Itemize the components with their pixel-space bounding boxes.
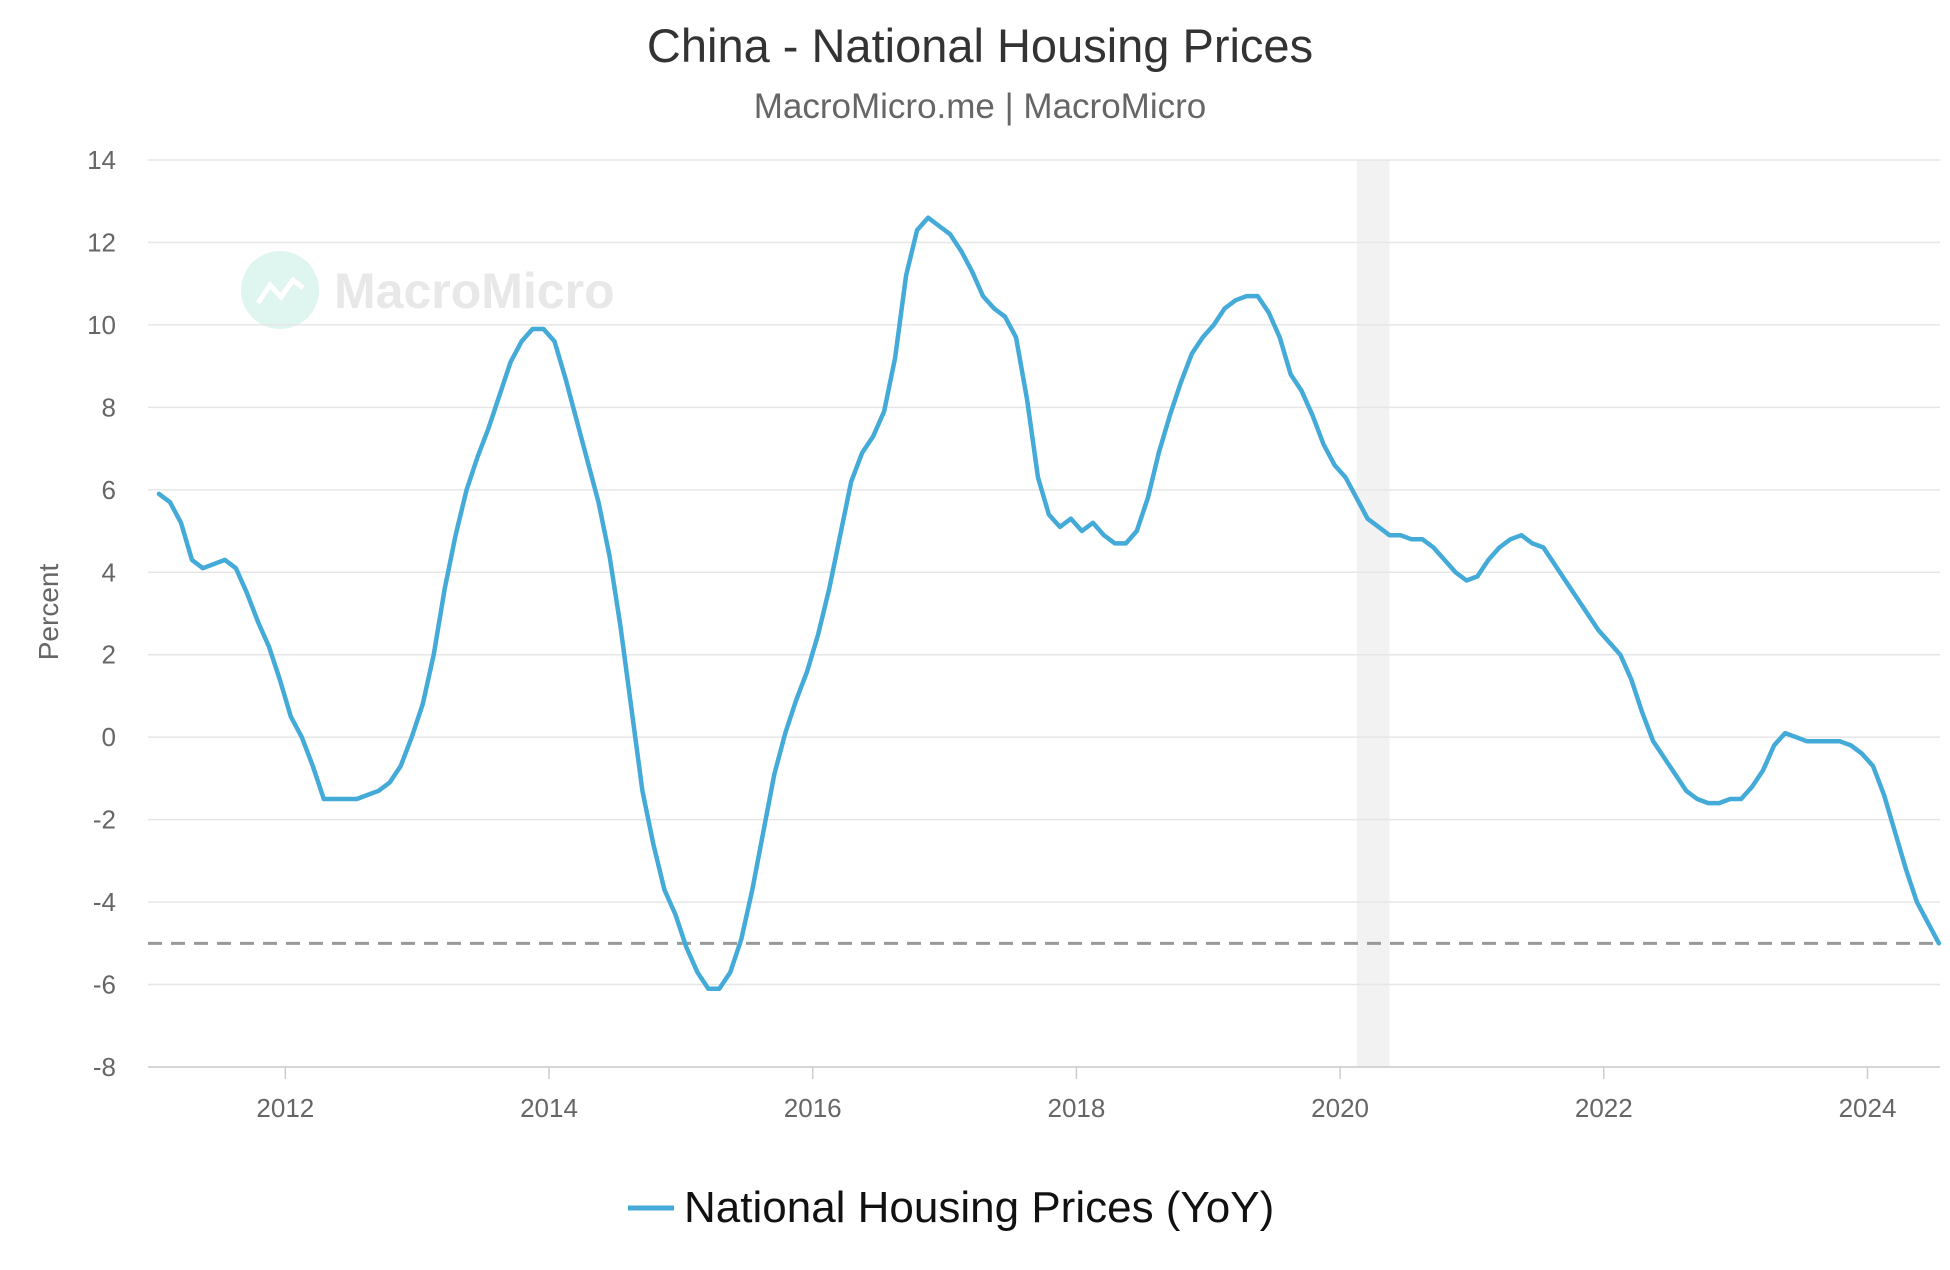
legend[interactable]: National Housing Prices (YoY) (628, 1183, 1274, 1232)
y-tick-label: 4 (102, 557, 116, 587)
y-tick-label: 6 (102, 475, 116, 505)
x-tick-label: 2020 (1311, 1093, 1369, 1123)
watermark-chart-icon (255, 276, 305, 305)
grid-layer (148, 159, 1940, 1068)
y-tick-label: -2 (93, 805, 116, 835)
y-tick-label: 2 (102, 640, 116, 670)
x-tick-label: 2014 (520, 1093, 578, 1123)
x-tick-label: 2022 (1575, 1093, 1633, 1123)
legend-item-label[interactable]: National Housing Prices (YoY) (684, 1183, 1274, 1232)
x-axis-ticks: 2012 2014 2016 2018 2020 2022 2024 (256, 1067, 1896, 1123)
y-tick-label: -4 (93, 887, 116, 917)
watermark-logo-icon (241, 251, 319, 329)
shaded-band-layer (1356, 160, 1390, 1067)
shaded-band (1356, 160, 1390, 1067)
y-tick-label: 12 (87, 227, 116, 257)
y-tick-label: 10 (87, 310, 116, 340)
x-tick-label: 2012 (256, 1093, 314, 1123)
chart-title: China - National Housing Prices (647, 19, 1313, 72)
y-tick-label: -8 (93, 1052, 116, 1082)
series-layer (156, 215, 1942, 991)
series-line (156, 215, 1942, 991)
chart-subtitle: MacroMicro.me | MacroMicro (754, 87, 1206, 126)
y-tick-label: -6 (93, 970, 116, 1000)
y-tick-label: 14 (87, 145, 116, 175)
watermark-logo: MacroMicro (241, 251, 615, 329)
y-axis-ticks: 14 12 10 8 6 4 2 0 -2 -4 -6 -8 (87, 145, 116, 1082)
x-tick-label: 2018 (1047, 1093, 1105, 1123)
x-tick-label: 2016 (784, 1093, 842, 1123)
y-axis-title: Percent (33, 564, 64, 661)
y-tick-label: 0 (102, 722, 116, 752)
x-tick-label: 2024 (1839, 1093, 1897, 1123)
watermark-text: MacroMicro (334, 263, 615, 319)
y-tick-label: 8 (102, 392, 116, 422)
